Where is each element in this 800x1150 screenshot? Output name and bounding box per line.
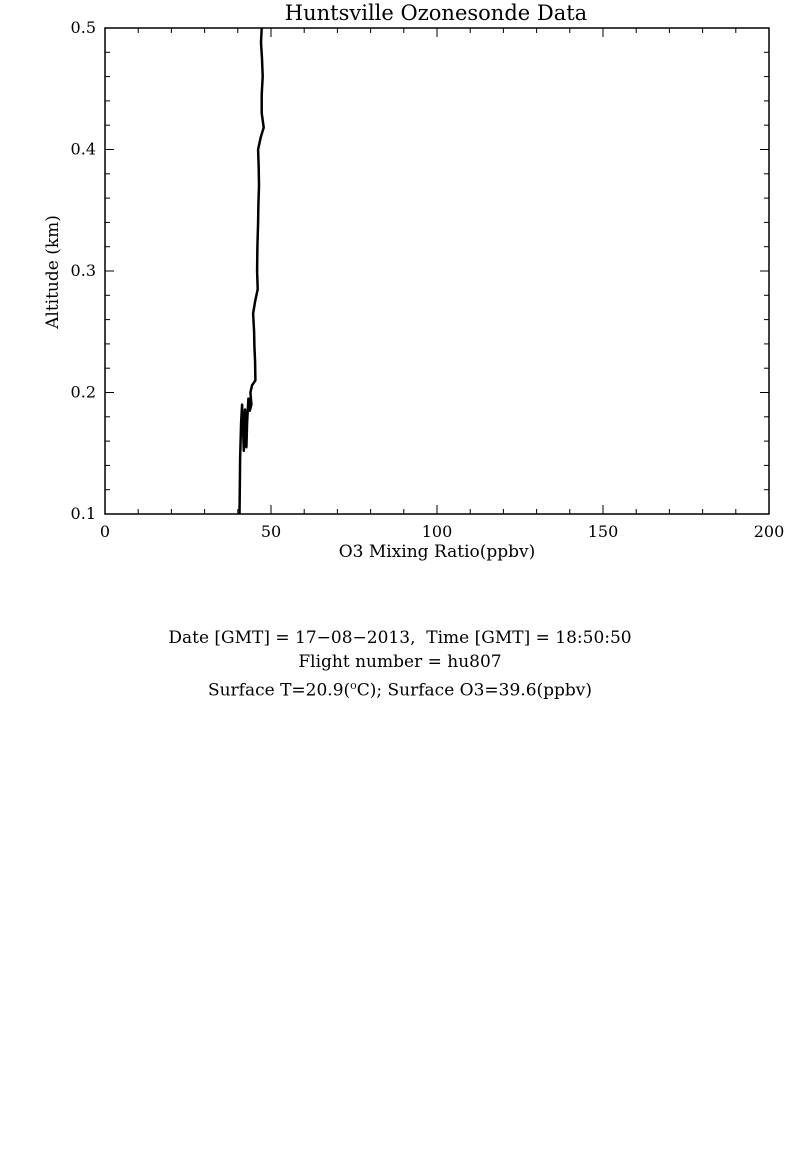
y-tick-label: 0.1 xyxy=(71,504,96,523)
y-tick-label: 0.5 xyxy=(71,18,96,37)
ozone-profile-line xyxy=(238,27,265,515)
surface-text-post: C); Surface O3=39.6(ppbv) xyxy=(356,680,593,701)
date-time-text: Date [GMT] = 17−08−2013, Time [GMT] = 18… xyxy=(168,628,632,648)
axis-ticks xyxy=(104,27,770,515)
x-tick-label: 200 xyxy=(754,522,785,541)
chart-title: Huntsville Ozonesonde Data xyxy=(285,1,587,25)
y-axis-label: Altitude (km) xyxy=(43,215,63,330)
x-tick-label: 50 xyxy=(261,522,281,541)
degree-superscript: o xyxy=(350,679,357,692)
y-tick-labels: 0.1 0.2 0.3 0.4 0.5 xyxy=(71,18,96,523)
x-axis-label: O3 Mixing Ratio(ppbv) xyxy=(339,542,536,562)
y-tick-label: 0.2 xyxy=(71,383,96,402)
x-tick-label: 0 xyxy=(100,522,110,541)
ozone-chart: Huntsville Ozonesonde Data 0 50 100 150 200 … xyxy=(43,1,784,562)
surface-conditions-text: Surface T=20.9(oC); Surface O3=39.6(ppbv… xyxy=(0,674,800,703)
surface-text-pre: Surface T=20.9( xyxy=(207,680,351,701)
y-tick-label: 0.3 xyxy=(71,261,96,280)
x-tick-label: 150 xyxy=(588,522,619,541)
y-tick-label: 0.4 xyxy=(71,140,96,159)
flight-number-text: Flight number = hu807 xyxy=(298,652,502,672)
x-tick-labels: 0 50 100 150 200 xyxy=(100,522,784,541)
x-tick-label: 100 xyxy=(422,522,453,541)
flight-info: Date [GMT] = 17−08−2013, Time [GMT] = 18… xyxy=(0,626,800,703)
plot-frame xyxy=(104,27,770,515)
